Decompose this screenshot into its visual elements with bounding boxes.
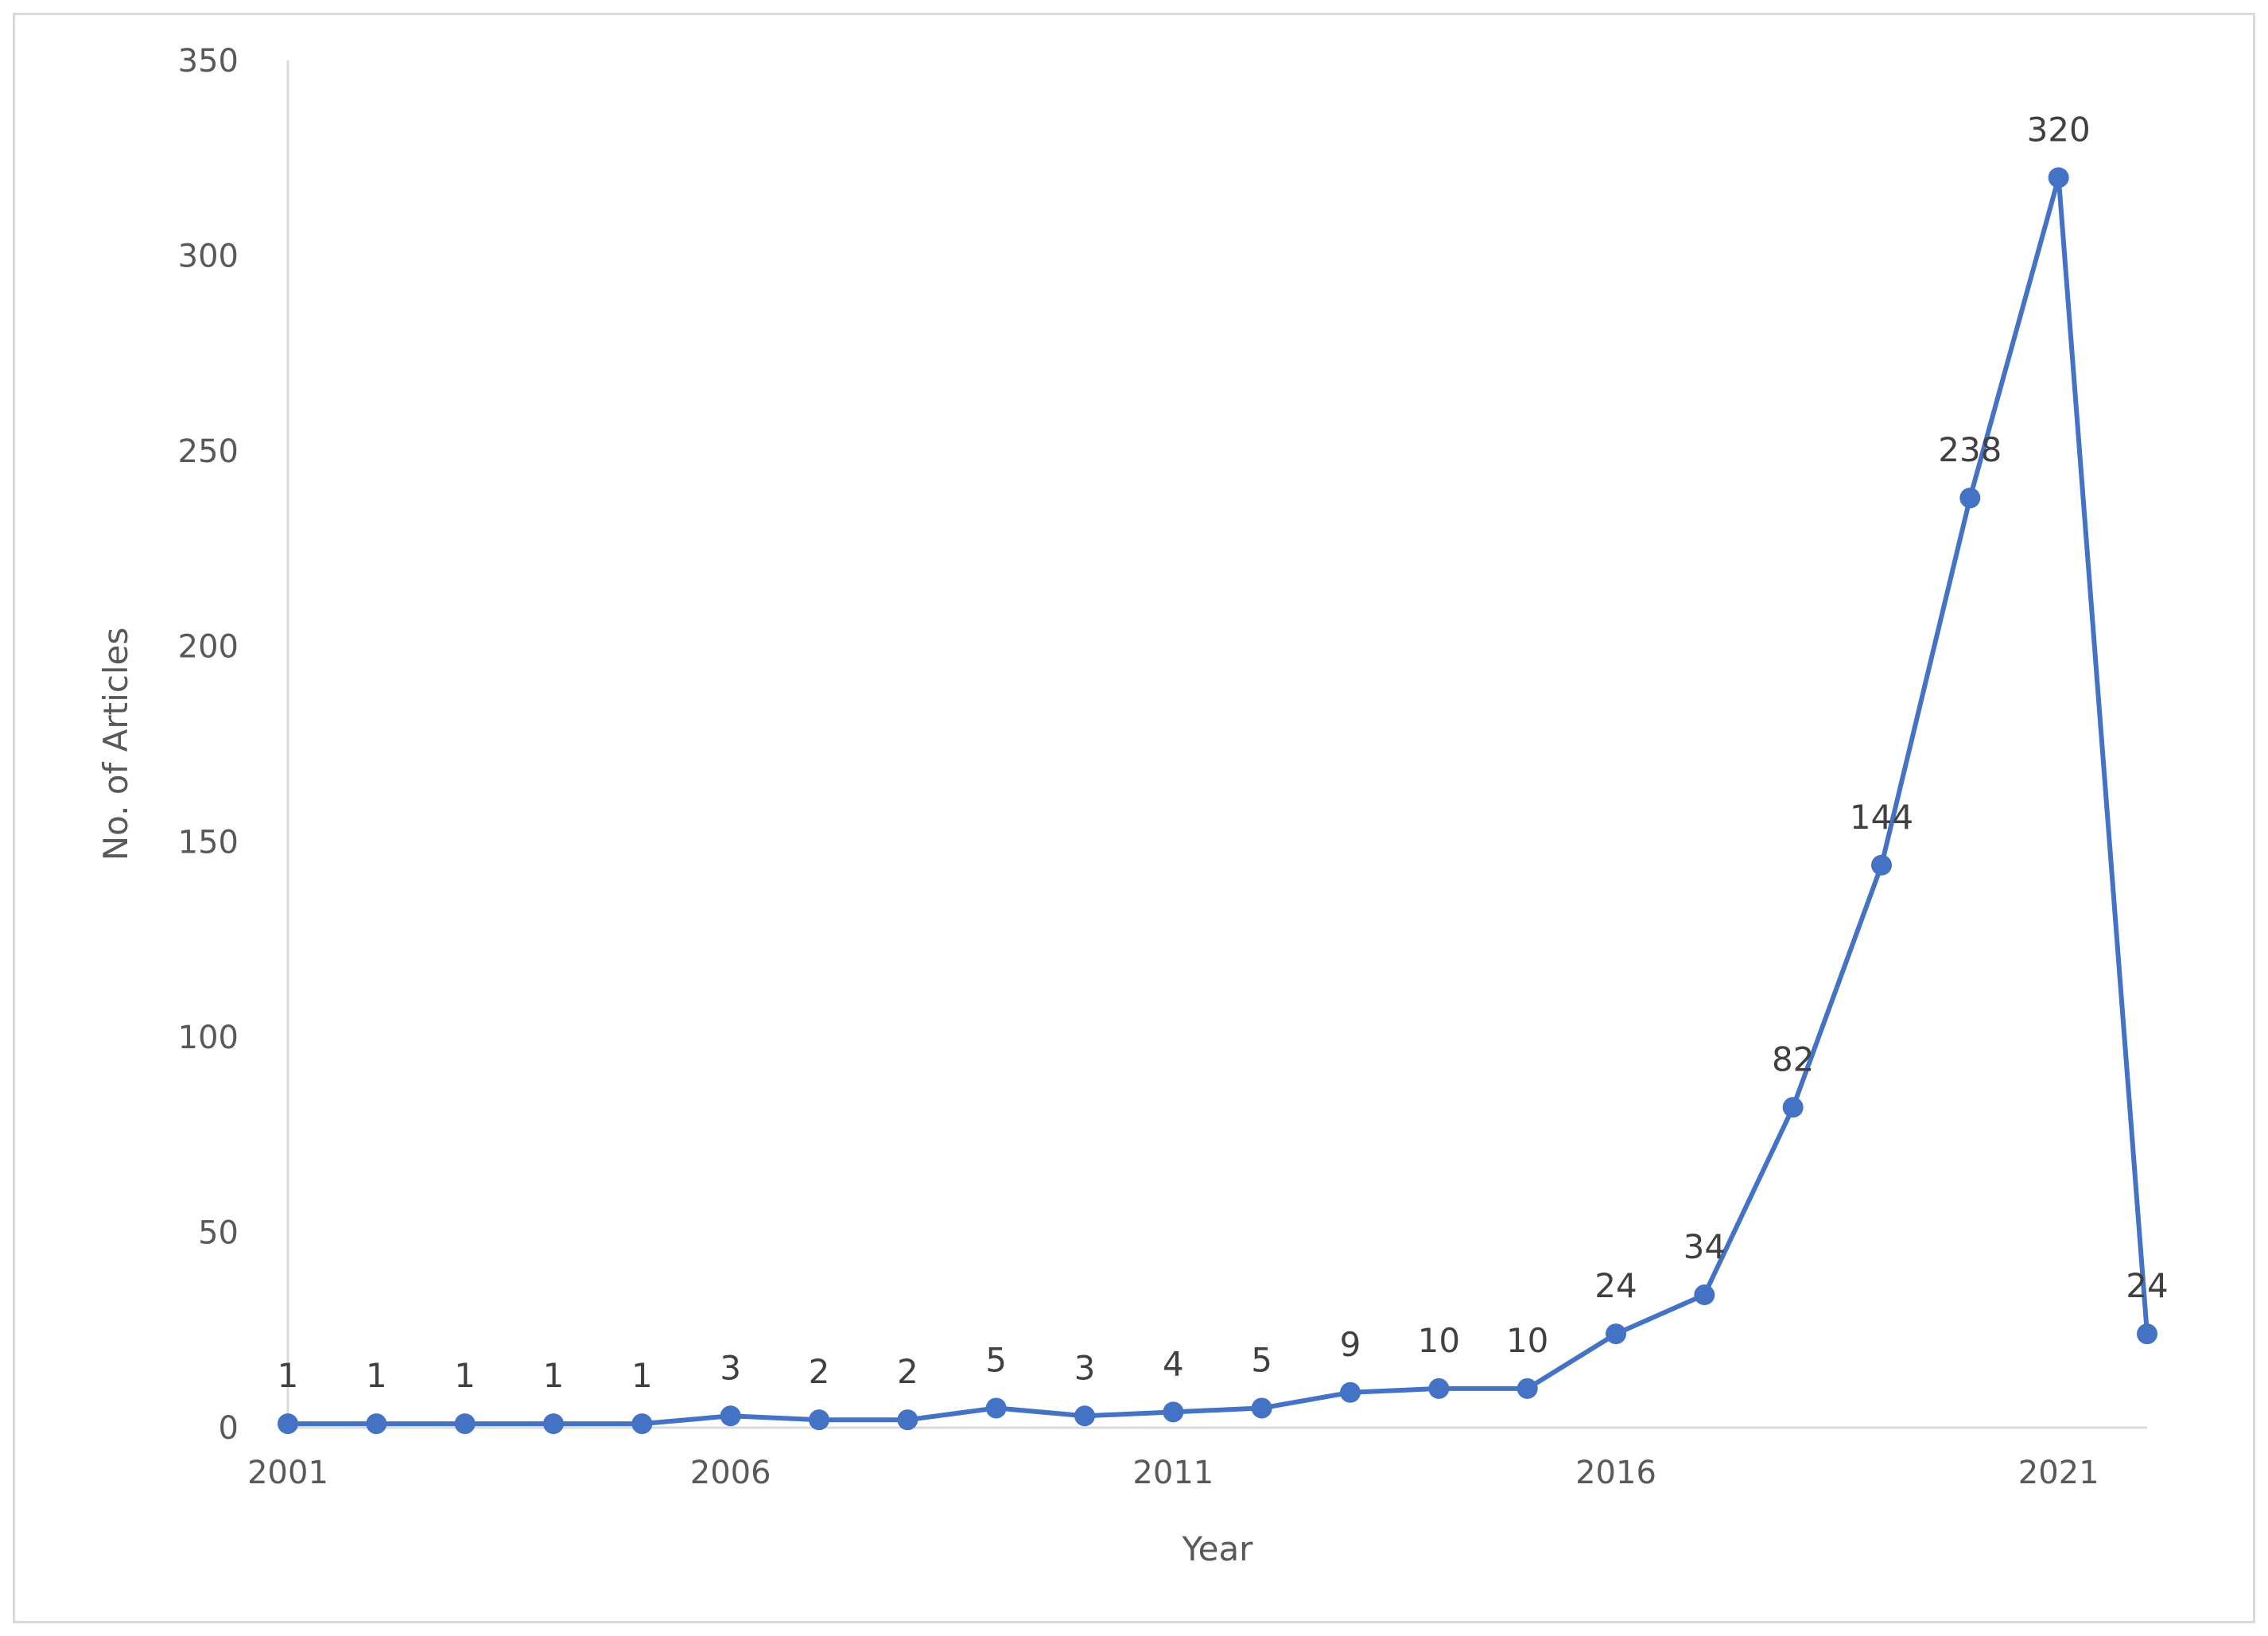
x-axis-title: Year [1182, 1529, 1254, 1568]
data-label: 320 [2027, 110, 2091, 149]
data-label: 5 [985, 1340, 1007, 1379]
data-point-marker [278, 1413, 298, 1435]
data-label: 34 [1684, 1227, 1726, 1266]
data-point-marker [897, 1409, 918, 1431]
x-tick-label: 2011 [1132, 1455, 1214, 1491]
data-label: 5 [1251, 1340, 1272, 1379]
y-tick-label: 100 [178, 1020, 239, 1056]
data-label: 10 [1506, 1321, 1548, 1360]
y-axis-title: No. of Articles [96, 628, 135, 861]
data-label: 4 [1163, 1344, 1184, 1383]
data-point-marker [1163, 1401, 1184, 1423]
data-point-marker [366, 1413, 387, 1435]
data-label: 238 [1938, 430, 2002, 469]
data-label: 24 [2126, 1266, 2168, 1305]
data-label: 3 [1074, 1348, 1096, 1387]
y-tick-label: 50 [198, 1214, 239, 1251]
y-tick-label: 150 [178, 824, 239, 861]
data-point-marker [720, 1405, 741, 1427]
data-label: 1 [454, 1356, 476, 1395]
y-tick-label: 200 [178, 629, 239, 666]
data-point-marker [543, 1413, 564, 1435]
data-point-marker [1694, 1284, 1715, 1306]
data-point-marker [2048, 167, 2069, 188]
y-tick-label: 0 [219, 1410, 239, 1447]
data-label: 3 [720, 1348, 741, 1387]
data-label: 82 [1772, 1040, 1814, 1078]
x-tick-label: 2016 [1575, 1455, 1656, 1491]
data-point-marker [809, 1409, 829, 1431]
y-axis-ticks: 0 50 100 150 200 250 300 350 [178, 43, 239, 1447]
data-label: 1 [543, 1356, 565, 1395]
y-tick-label: 300 [178, 239, 239, 275]
data-point-marker [985, 1397, 1007, 1419]
data-point-marker [1782, 1097, 1804, 1118]
x-tick-label: 2006 [690, 1455, 771, 1491]
series-line [288, 175, 2150, 1427]
data-point-marker [631, 1413, 653, 1435]
data-label: 1 [366, 1356, 387, 1395]
data-point-marker [1340, 1381, 1361, 1403]
data-point-markers [278, 167, 2157, 1435]
data-point-marker [2137, 1323, 2157, 1345]
data-label: 2 [809, 1352, 830, 1391]
data-label: 10 [1418, 1321, 1460, 1360]
data-label: 9 [1340, 1325, 1361, 1364]
data-point-marker [1251, 1397, 1272, 1419]
x-axis-ticks: 2001 2006 2011 2016 2021 [247, 1455, 2099, 1491]
y-tick-label: 350 [178, 43, 239, 80]
data-point-marker [1428, 1378, 1450, 1399]
data-point-marker [1871, 854, 1892, 876]
x-tick-label: 2021 [2018, 1455, 2099, 1491]
data-point-marker [1517, 1378, 1538, 1399]
y-tick-label: 250 [178, 433, 239, 470]
x-tick-label: 2001 [247, 1455, 328, 1491]
data-point-marker [1606, 1323, 1626, 1345]
data-label: 2 [897, 1352, 918, 1391]
data-label: 1 [631, 1356, 653, 1395]
chart-frame [13, 13, 2255, 1623]
data-point-marker [454, 1413, 476, 1435]
data-point-marker [1959, 488, 1981, 509]
data-label: 1 [278, 1356, 299, 1395]
data-label: 144 [1850, 798, 1913, 837]
data-label: 24 [1594, 1266, 1637, 1305]
data-point-marker [1074, 1405, 1095, 1427]
